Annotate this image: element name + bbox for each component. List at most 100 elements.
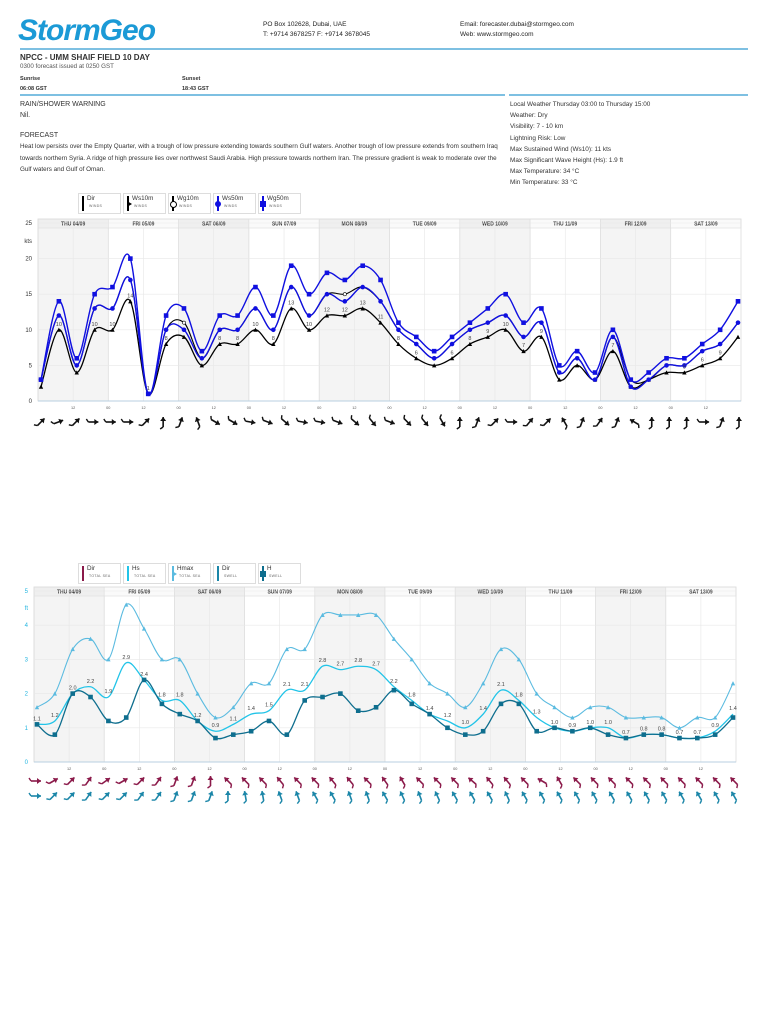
day-header: SUN 07/09 bbox=[272, 222, 297, 228]
y-tick-label: 20 bbox=[25, 257, 32, 263]
x-tick-label: 12 bbox=[278, 767, 282, 771]
web-link[interactable]: Web: www.stormgeo.com bbox=[460, 31, 534, 38]
x-tick-label: 00 bbox=[453, 767, 457, 771]
data-label: 1.8 bbox=[408, 692, 416, 698]
total-sea-direction-arrow-icon bbox=[642, 776, 651, 789]
legend-item-dir: Dir WINDS bbox=[78, 193, 121, 214]
data-label: 2.7 bbox=[337, 662, 345, 668]
x-tick-label: 12 bbox=[493, 406, 497, 410]
sunset-label: Sunset bbox=[182, 76, 201, 82]
data-label: 1.0 bbox=[551, 720, 559, 726]
legend-square-icon bbox=[259, 196, 266, 211]
wind-direction-arrow-icon bbox=[421, 414, 429, 427]
x-tick-label: 12 bbox=[352, 406, 356, 410]
x-tick-label: 00 bbox=[528, 406, 532, 410]
day-header: SAT 13/09 bbox=[694, 222, 718, 228]
swell-direction-arrow-icon bbox=[469, 791, 476, 804]
data-label: 1.4 bbox=[729, 706, 737, 712]
legend-sublabel: WINDS bbox=[89, 204, 103, 208]
x-tick-label: 00 bbox=[669, 406, 673, 410]
y-unit-label: ft bbox=[25, 606, 29, 612]
swell-direction-arrow-icon bbox=[81, 791, 92, 801]
data-label: 0.9 bbox=[212, 723, 220, 729]
wind-direction-arrow-icon bbox=[243, 417, 256, 426]
x-tick-label: 12 bbox=[699, 767, 703, 771]
phone-fax-line: T: +9714 3678257 F: +9714 3678045 bbox=[263, 31, 370, 38]
data-label: 2.1 bbox=[283, 682, 291, 688]
data-label: 11 bbox=[378, 315, 384, 321]
x-tick-label: 12 bbox=[212, 406, 216, 410]
local-weather-line: Max Temperature: 34 °C bbox=[510, 168, 580, 176]
swell-direction-arrow-icon bbox=[730, 791, 738, 804]
wind-direction-arrow-icon bbox=[696, 418, 710, 425]
swell-direction-arrow-icon bbox=[294, 791, 301, 805]
swell-direction-arrow-icon bbox=[170, 791, 179, 803]
swell-direction-arrow-icon bbox=[277, 791, 283, 805]
x-tick-label: 00 bbox=[387, 406, 391, 410]
wind-direction-arrow-icon bbox=[665, 417, 673, 430]
email-link[interactable]: Email: forecaster.dubai@stormgeo.com bbox=[460, 21, 574, 28]
x-tick-label: 12 bbox=[282, 406, 286, 410]
legend-label: Ws10m bbox=[132, 195, 154, 202]
data-label: 6 bbox=[701, 357, 704, 363]
y-unit-label: kts bbox=[24, 239, 32, 245]
y-tick-label: 5 bbox=[25, 589, 29, 595]
data-label: 1.8 bbox=[176, 692, 184, 698]
legend-sublabel: TOTAL SEA bbox=[89, 574, 111, 578]
x-tick-label: 00 bbox=[664, 767, 668, 771]
data-label: 1.0 bbox=[586, 720, 594, 726]
x-tick-label: 12 bbox=[633, 406, 637, 410]
wind-direction-arrow-icon bbox=[194, 417, 201, 431]
data-label: 2.7 bbox=[372, 662, 380, 668]
day-header: MON 08/09 bbox=[342, 222, 368, 228]
wind-chart: THU 04/09 FRI 05/09 SAT 06/09 SUN 07/09 MON … bbox=[24, 218, 742, 431]
wind-direction-arrow-icon bbox=[331, 416, 343, 426]
y-tick-label: 3 bbox=[25, 657, 29, 663]
wind-direction-arrow-icon bbox=[403, 414, 412, 427]
data-label: 13 bbox=[288, 300, 294, 306]
local-weather-line: Min Temperature: 33 °C bbox=[510, 179, 578, 187]
warning-heading: RAIN/SHOWER WARNING bbox=[20, 101, 106, 108]
swell-direction-arrow-icon bbox=[28, 792, 41, 799]
total-sea-direction-arrow-icon bbox=[170, 776, 179, 788]
legend-sublabel: WINDS bbox=[224, 204, 238, 208]
data-label: 6 bbox=[451, 350, 454, 356]
x-tick-label: 12 bbox=[348, 767, 352, 771]
wind-direction-arrow-icon bbox=[735, 417, 742, 430]
data-label: 1.8 bbox=[515, 692, 523, 698]
swell-direction-arrow-icon bbox=[521, 791, 528, 804]
data-label: 1.2 bbox=[194, 713, 202, 719]
wind-direction-arrow-icon bbox=[280, 415, 290, 426]
total-sea-direction-arrow-icon bbox=[223, 776, 233, 789]
legend-square-icon bbox=[259, 566, 266, 581]
day-header: SUN 07/09 bbox=[267, 590, 292, 596]
legend-sublabel: SWELL bbox=[269, 574, 283, 578]
day-header: THU 11/09 bbox=[549, 590, 573, 596]
total-sea-direction-arrow-icon bbox=[467, 777, 477, 788]
total-sea-direction-arrow-icon bbox=[381, 776, 389, 789]
swell-direction-arrow-icon bbox=[63, 791, 76, 801]
data-label: 13 bbox=[360, 300, 366, 306]
data-label: 9 bbox=[486, 329, 489, 335]
data-label: 8 bbox=[468, 336, 471, 342]
total-sea-direction-arrow-icon bbox=[399, 776, 406, 789]
data-label: 0.9 bbox=[569, 723, 577, 729]
series-line-h-swell bbox=[36, 679, 734, 740]
total-sea-direction-arrow-icon bbox=[293, 776, 302, 789]
x-tick-label: 12 bbox=[141, 406, 145, 410]
swell-direction-arrow-icon bbox=[504, 791, 510, 804]
swell-direction-arrow-icon bbox=[116, 791, 128, 801]
wind-direction-arrow-icon bbox=[68, 417, 81, 427]
swell-direction-arrow-icon bbox=[329, 791, 336, 804]
legend-item-hs: Hs TOTAL SEA bbox=[123, 563, 166, 584]
wind-direction-arrow-icon bbox=[611, 417, 621, 429]
warning-text: Nil. bbox=[20, 112, 31, 119]
legend-sublabel: WINDS bbox=[134, 204, 148, 208]
data-label: 2.8 bbox=[319, 658, 327, 664]
y-tick-label: 2 bbox=[25, 692, 29, 698]
wind-direction-arrow-icon bbox=[159, 417, 167, 430]
swell-direction-arrow-icon bbox=[224, 791, 231, 804]
wind-legend: Dir WINDS Ws10m WINDS Wg10m WINDS Ws50m WINDS Wg… bbox=[78, 193, 301, 214]
swell-direction-arrow-icon bbox=[591, 791, 598, 804]
x-tick-label: 12 bbox=[563, 406, 567, 410]
